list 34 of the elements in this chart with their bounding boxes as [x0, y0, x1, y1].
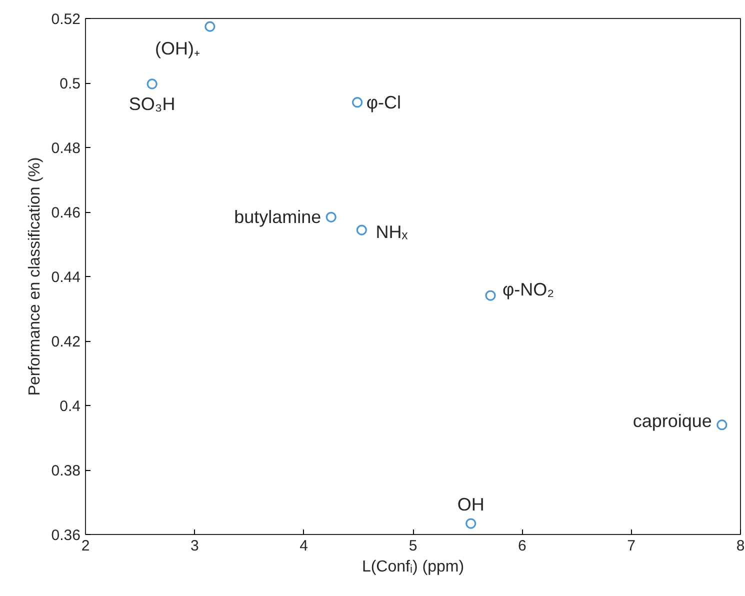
point: [716, 420, 728, 430]
y-tick-label: 0.36: [51, 527, 81, 544]
point: [146, 78, 158, 90]
y-axis-title: Performance en classification (%): [26, 157, 44, 396]
y-tick-label: 0.48: [51, 140, 81, 157]
point: [356, 224, 367, 236]
x-tick-label: 4: [300, 538, 308, 554]
y-tick-label: 0.5: [60, 76, 81, 92]
y-tick-label: 0.42: [51, 334, 81, 350]
annotation: butylamine: [234, 207, 322, 228]
point: [485, 290, 496, 301]
y-tick-label: 0.4: [60, 398, 81, 415]
annotation: φ-Cl: [366, 92, 401, 112]
annotation: OH: [457, 494, 484, 515]
x-axis-title: L(Confᵢ) (ppm): [362, 558, 464, 576]
point: [352, 97, 363, 108]
annotation: φ-NO₂: [502, 280, 554, 300]
point: [326, 212, 336, 222]
x-tick-label: 2: [81, 538, 90, 554]
y-tick-label: 0.52: [51, 11, 81, 28]
y-tick-label: 0.38: [51, 462, 81, 480]
annotation: caproique: [632, 410, 712, 431]
point: [466, 518, 476, 529]
annotation: (OH)₊: [154, 38, 200, 59]
y-tick-label: 0.44: [51, 269, 81, 286]
annotation: NHₓ: [376, 222, 408, 242]
annotation: SO₃H: [128, 94, 176, 114]
x-tick-label: 7: [627, 538, 636, 554]
x-tick-label: 3: [190, 538, 199, 554]
point: [204, 21, 216, 32]
y-tick-label: 0.46: [51, 204, 81, 222]
x-tick-label: 8: [736, 538, 745, 554]
x-tick-label: 6: [518, 538, 526, 554]
x-tick-label: 5: [408, 538, 418, 554]
